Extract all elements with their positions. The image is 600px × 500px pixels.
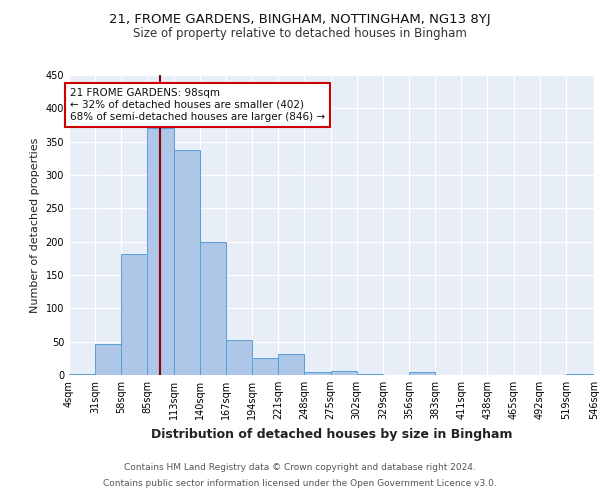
Text: Contains HM Land Registry data © Crown copyright and database right 2024.: Contains HM Land Registry data © Crown c… (124, 464, 476, 472)
Bar (331, 371, 356, 375)
Text: 21, FROME GARDENS, BINGHAM, NOTTINGHAM, NG13 8YJ: 21, FROME GARDENS, BINGHAM, NOTTINGHAM, … (109, 12, 491, 26)
Y-axis label: Number of detached properties: Number of detached properties (30, 138, 40, 312)
Bar (148, 128, 173, 375)
Bar (356, 374, 383, 375)
Bar (278, 354, 304, 375)
Bar (95, 344, 121, 375)
Bar (252, 358, 278, 375)
Bar (304, 372, 331, 375)
Bar (226, 340, 252, 375)
Bar (566, 374, 594, 375)
Bar (121, 254, 148, 375)
Bar (173, 150, 200, 375)
Text: Size of property relative to detached houses in Bingham: Size of property relative to detached ho… (133, 28, 467, 40)
Bar (69, 374, 95, 375)
Bar (200, 242, 226, 375)
Bar (409, 372, 435, 375)
X-axis label: Distribution of detached houses by size in Bingham: Distribution of detached houses by size … (151, 428, 512, 440)
Text: Contains public sector information licensed under the Open Government Licence v3: Contains public sector information licen… (103, 478, 497, 488)
Text: 21 FROME GARDENS: 98sqm
← 32% of detached houses are smaller (402)
68% of semi-d: 21 FROME GARDENS: 98sqm ← 32% of detache… (70, 88, 325, 122)
